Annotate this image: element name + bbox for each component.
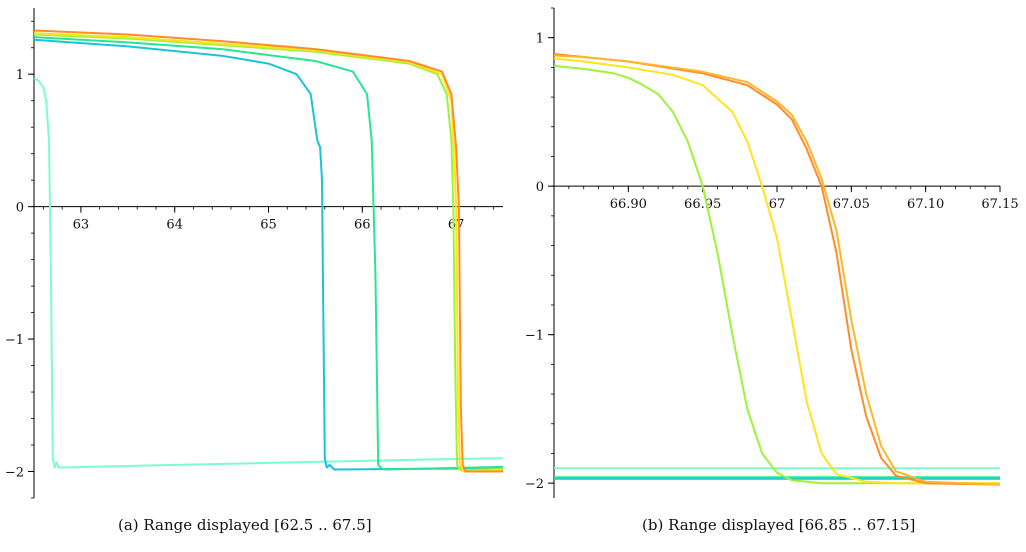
x-tick-label: 66.95 xyxy=(684,197,721,212)
x-tick-label: 67 xyxy=(769,197,786,212)
chart-b: 66.90 66.95 67 67.05 67.10 67.15 −2 −1 0 1 xyxy=(525,7,1019,498)
series-line-6 xyxy=(33,29,503,473)
x-tick-label: 67.10 xyxy=(907,197,944,212)
x-tick-label: 66.90 xyxy=(610,197,647,212)
y-tick-label: 0 xyxy=(16,201,24,216)
caption-b: (b) Range displayed [66.85 .. 67.15] xyxy=(642,516,916,534)
y-tick-label: −2 xyxy=(5,466,24,481)
y-tick-label: 1 xyxy=(16,68,24,83)
series-line-3 xyxy=(33,36,504,471)
y-tick-label: 1 xyxy=(536,32,544,47)
y-tick-label: −1 xyxy=(5,333,24,348)
series-line-4 xyxy=(33,33,504,472)
chart-a: 63 64 65 66 67−2−101 xyxy=(5,8,504,499)
series-line-6 xyxy=(553,53,1001,486)
series-line-4 xyxy=(553,64,1000,485)
x-tick-label: 65 xyxy=(260,218,277,233)
series-line-7 xyxy=(553,54,1001,486)
x-tick-label: 64 xyxy=(166,218,183,233)
series-line-2 xyxy=(33,38,504,471)
series-line-5 xyxy=(553,57,1000,485)
x-tick-label: 63 xyxy=(73,218,90,233)
x-tick-label: 67.15 xyxy=(981,197,1018,212)
y-tick-label: −2 xyxy=(525,477,544,492)
series-line-1 xyxy=(33,77,504,469)
x-tick-label: 67.05 xyxy=(833,197,870,212)
x-tick-label: 66 xyxy=(354,218,371,233)
chart-panel-b: 66.90 66.95 67 67.05 67.10 67.15 −2 −1 0 1 (b) Ra… xyxy=(513,0,1026,552)
y-tick-label: 0 xyxy=(536,180,544,195)
y-tick-label: −1 xyxy=(525,329,544,344)
series-line-5 xyxy=(33,32,504,473)
chart-panel-a: 63 64 65 66 67 −2 −1 0 1 (a) Range displayed [62… xyxy=(5,8,504,534)
caption-a: (a) Range displayed [62.5 .. 67.5] xyxy=(118,516,372,534)
